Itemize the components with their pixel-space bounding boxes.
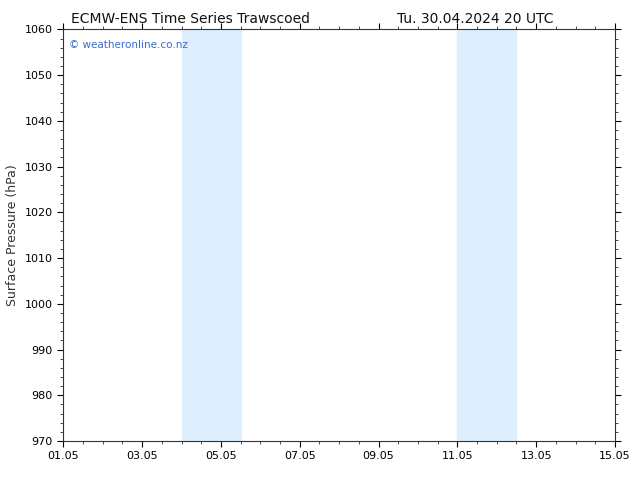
Y-axis label: Surface Pressure (hPa): Surface Pressure (hPa) — [6, 164, 19, 306]
Text: Tu. 30.04.2024 20 UTC: Tu. 30.04.2024 20 UTC — [398, 12, 553, 26]
Bar — [181, 29, 241, 441]
Text: © weatheronline.co.nz: © weatheronline.co.nz — [69, 40, 188, 49]
Text: ECMW-ENS Time Series Trawscoed: ECMW-ENS Time Series Trawscoed — [71, 12, 309, 26]
Bar — [457, 29, 517, 441]
